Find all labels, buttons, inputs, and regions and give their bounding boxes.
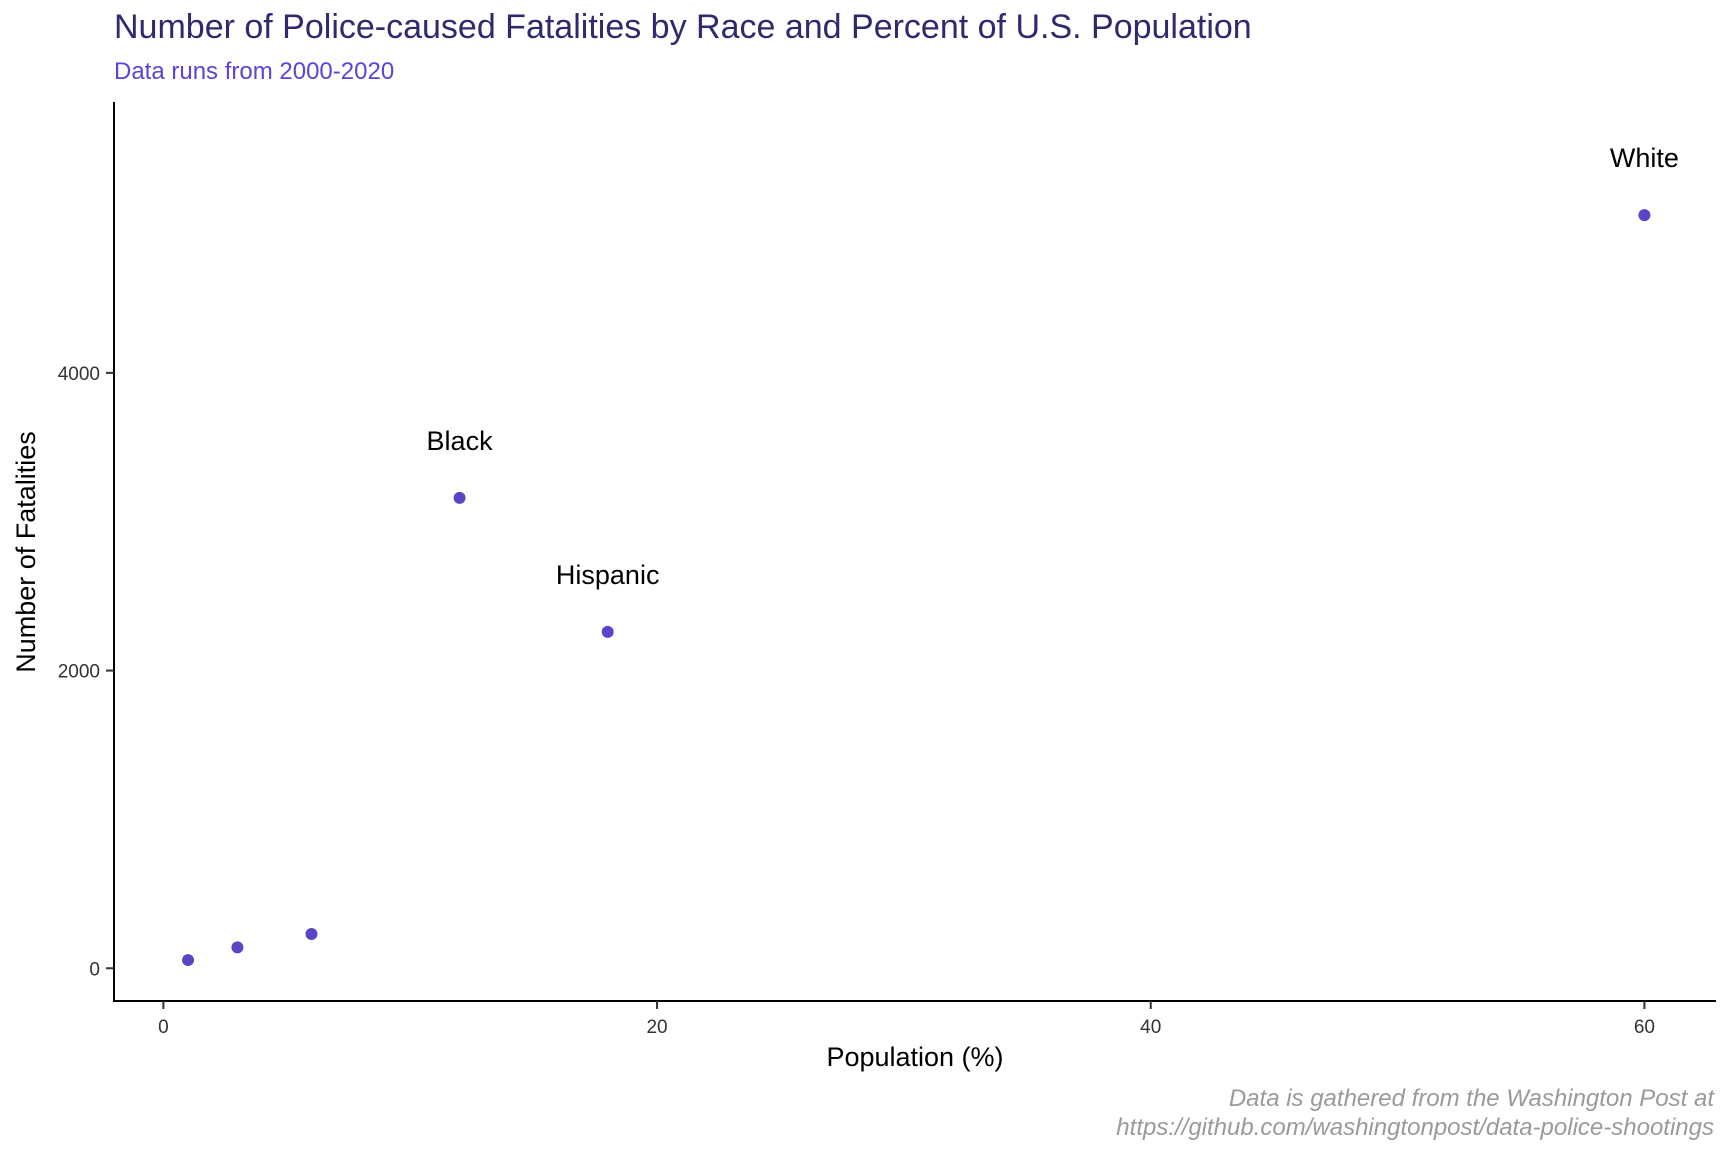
point-label: White: [1610, 143, 1679, 173]
chart-subtitle: Data runs from 2000-2020: [114, 58, 395, 85]
data-point: [305, 928, 318, 941]
y-tick-label: 2000: [58, 662, 100, 683]
x-tick-label: 40: [1140, 1017, 1161, 1038]
data-points: Black Hispanic White: [182, 143, 1679, 967]
x-tick-label: 20: [646, 1017, 667, 1038]
y-tick-label: 0: [89, 959, 100, 980]
x-tick-label: 60: [1634, 1017, 1655, 1038]
x-tick-label: 0: [158, 1017, 169, 1038]
data-point: [1638, 209, 1651, 222]
caption-line-1: Data is gathered from the Washington Pos…: [1228, 1085, 1714, 1112]
data-point: [182, 954, 195, 967]
chart-title: Number of Police-caused Fatalities by Ra…: [114, 8, 1252, 46]
x-ticks: 0 20 40 60: [158, 1001, 1655, 1038]
x-axis-title: Population (%): [826, 1042, 1003, 1072]
point-label: Hispanic: [556, 560, 660, 590]
y-tick-label: 4000: [58, 364, 100, 385]
data-point: [231, 941, 244, 954]
y-axis-title: Number of Fatalities: [11, 431, 41, 673]
data-point: [601, 625, 614, 638]
y-ticks: 0 2000 4000: [58, 364, 114, 980]
data-point: [453, 491, 466, 504]
caption-line-2: https://github.com/washingtonpost/data-p…: [1116, 1114, 1714, 1141]
caption: Data is gathered from the Washington Pos…: [1116, 1084, 1714, 1142]
point-label: Black: [427, 426, 494, 456]
